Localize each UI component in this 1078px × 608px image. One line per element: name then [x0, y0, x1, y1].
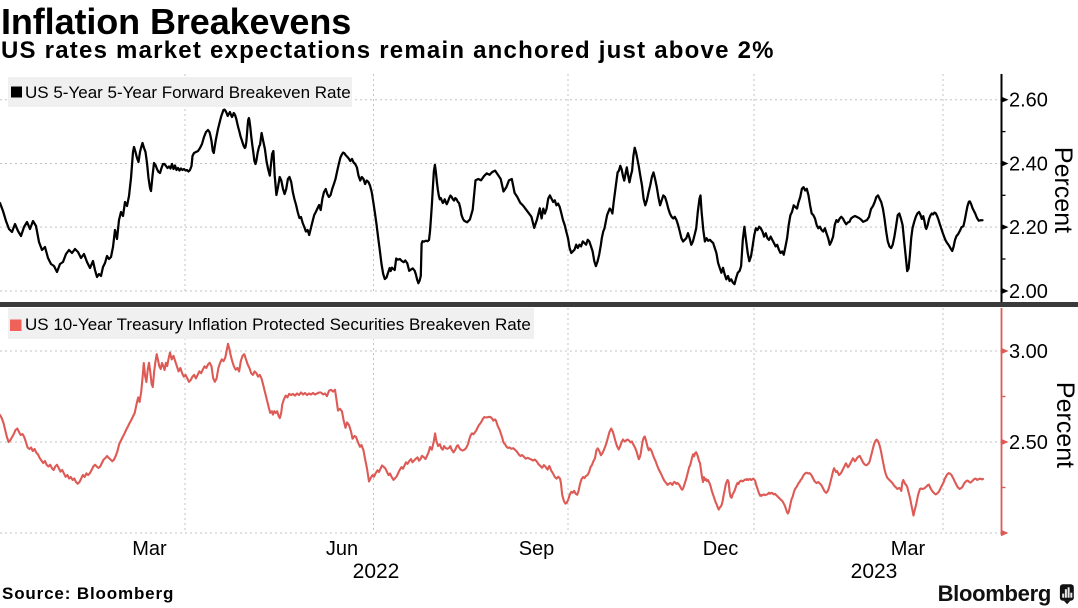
svg-text:2022: 2022 — [353, 560, 400, 583]
svg-text:Jun: Jun — [326, 538, 358, 560]
svg-text:2.40: 2.40 — [1009, 154, 1048, 176]
svg-text:Percent: Percent — [1051, 382, 1078, 468]
svg-text:US 5-Year 5-Year Forward Break: US 5-Year 5-Year Forward Breakeven Rate — [25, 83, 351, 102]
svg-text:2.60: 2.60 — [1009, 90, 1048, 112]
svg-text:Mar: Mar — [132, 538, 167, 560]
svg-text:US 10-Year Treasury Inflation: US 10-Year Treasury Inflation Protected … — [25, 315, 531, 334]
svg-text:2.00: 2.00 — [1009, 281, 1048, 303]
svg-text:Sep: Sep — [519, 538, 555, 560]
svg-text:2.50: 2.50 — [1009, 432, 1048, 454]
svg-text:Bloomberg: Bloomberg — [938, 581, 1051, 606]
svg-text:Dec: Dec — [703, 538, 739, 560]
svg-text:Mar: Mar — [891, 538, 926, 560]
svg-text:3.00: 3.00 — [1009, 341, 1048, 363]
svg-text:Percent: Percent — [1049, 147, 1077, 233]
svg-text:2.20: 2.20 — [1009, 217, 1048, 239]
svg-text:2023: 2023 — [851, 560, 898, 583]
